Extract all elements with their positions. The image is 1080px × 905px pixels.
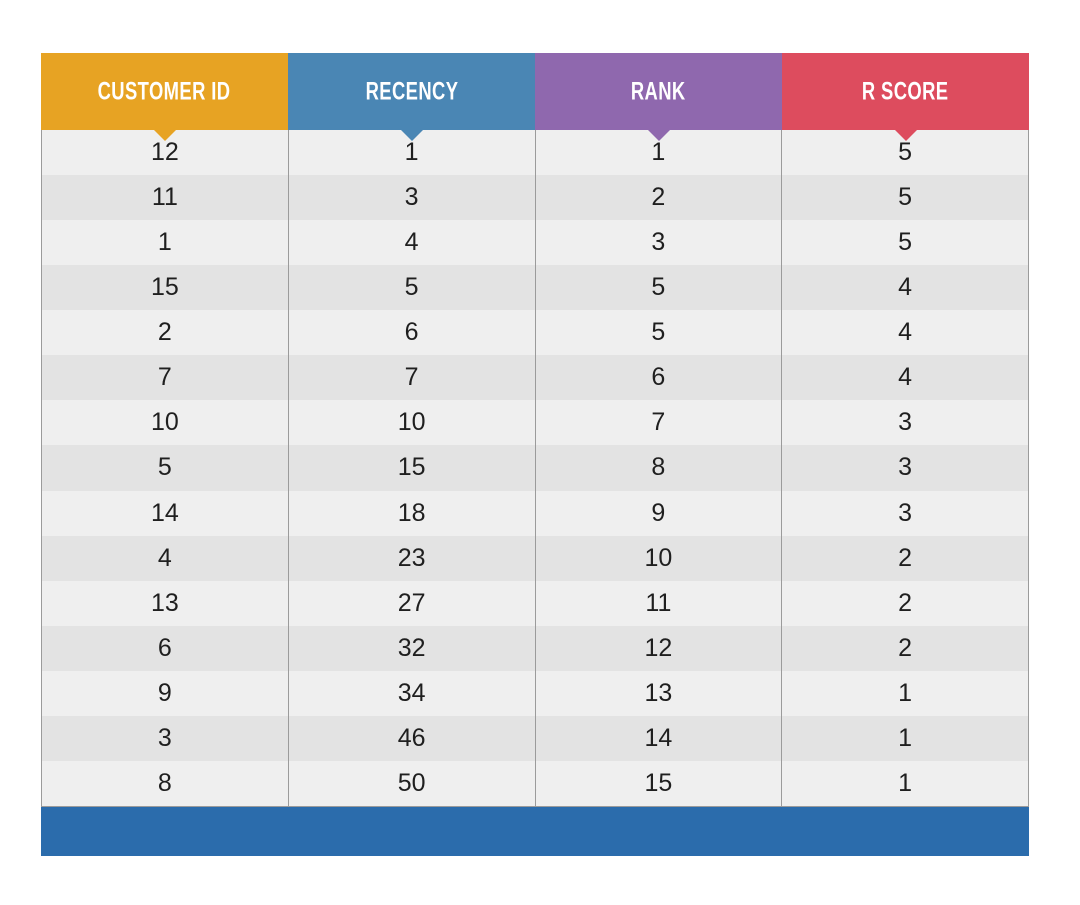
- table-cell: 4: [289, 220, 536, 266]
- table-cell: 9: [42, 670, 289, 716]
- table-cell: 3: [898, 453, 913, 482]
- table-cell: 34: [289, 670, 536, 716]
- table-cell: 23: [289, 535, 536, 581]
- table-footer-bar: [41, 807, 1029, 856]
- table-cell: 9: [536, 490, 783, 536]
- table-cell: 5: [536, 265, 783, 311]
- table-cell: 2: [898, 633, 913, 662]
- table-cell: 5: [289, 265, 536, 311]
- table-cell: 7: [536, 400, 783, 446]
- table-cell: 7: [42, 355, 289, 401]
- table-row: 3 46 14 1: [42, 715, 1028, 761]
- table-row: 15 5 5 4: [42, 265, 1028, 311]
- table-cell: 2: [898, 588, 913, 617]
- recency-score-table: CUSTOMER ID RECENCY RANK R SCORE 12 1 1 5 11…: [41, 53, 1029, 856]
- table-cell: 3: [289, 175, 536, 221]
- table-row: 5 15 8 3: [42, 445, 1028, 491]
- table-cell: 4: [898, 318, 913, 347]
- column-header-label: R SCORE: [862, 76, 949, 105]
- table-cell: 8: [42, 760, 289, 806]
- table-cell: 14: [536, 715, 783, 761]
- table-cell: 2: [42, 310, 289, 356]
- table-cell: 3: [536, 220, 783, 266]
- table-row: 4 23 10 2: [42, 535, 1028, 581]
- table-cell: 1: [898, 678, 913, 707]
- table-cell: 5: [898, 228, 913, 257]
- table-cell: 3: [898, 498, 913, 527]
- table-cell: 13: [42, 580, 289, 626]
- table-cell: 6: [536, 355, 783, 401]
- table-cell: 1: [898, 723, 913, 752]
- table-row: 9 34 13 1: [42, 670, 1028, 716]
- table-cell: 10: [289, 400, 536, 446]
- table-cell: 1: [898, 768, 913, 797]
- table-cell: 11: [42, 175, 289, 221]
- header-pointer-triangle: [400, 130, 423, 141]
- table-cell: 10: [536, 535, 783, 581]
- table-cell: 4: [42, 535, 289, 581]
- column-header-r-score: R SCORE: [782, 53, 1029, 141]
- table-body: 12 1 1 5 11 3 2 5 1 4 3 5 15 5 5 4 2 6 5 4 7 7 6 4 10 10 7 3 5 15 8 3 14…: [41, 130, 1029, 807]
- table-cell: 1: [289, 130, 536, 176]
- table-cell: 15: [289, 445, 536, 491]
- table-row: 13 27 11 2: [42, 580, 1028, 626]
- table-cell: 15: [536, 760, 783, 806]
- column-header-customer-id: CUSTOMER ID: [41, 53, 288, 141]
- table-cell: 4: [898, 273, 913, 302]
- header-pointer-triangle: [153, 130, 176, 141]
- table-cell: 32: [289, 625, 536, 671]
- column-header-recency: RECENCY: [288, 53, 535, 141]
- table-cell: 50: [289, 760, 536, 806]
- header-pointer-triangle: [647, 130, 670, 141]
- table-cell: 3: [42, 715, 289, 761]
- table-cell: 1: [536, 130, 783, 176]
- table-cell: 14: [42, 490, 289, 536]
- table-cell: 6: [42, 625, 289, 671]
- table-cell: 5: [898, 138, 913, 167]
- table-cell: 46: [289, 715, 536, 761]
- table-row: 12 1 1 5: [42, 130, 1028, 176]
- table-cell: 27: [289, 580, 536, 626]
- column-header-rank: RANK: [535, 53, 782, 141]
- table-cell: 7: [289, 355, 536, 401]
- table-cell: 12: [42, 130, 289, 176]
- table-cell: 5: [536, 310, 783, 356]
- table-cell: 15: [42, 265, 289, 311]
- table-cell: 1: [42, 220, 289, 266]
- table-cell: 2: [536, 175, 783, 221]
- table-header-row: CUSTOMER ID RECENCY RANK R SCORE: [41, 53, 1029, 141]
- table-cell: 13: [536, 670, 783, 716]
- table-cell: 5: [898, 183, 913, 212]
- table-row: 8 50 15 1: [42, 760, 1028, 806]
- column-header-label: CUSTOMER ID: [98, 76, 231, 105]
- table-cell: 5: [42, 445, 289, 491]
- column-header-label: RECENCY: [365, 76, 458, 105]
- table-row: 11 3 2 5: [42, 175, 1028, 221]
- table-cell: 3: [898, 408, 913, 437]
- table-cell: 11: [536, 580, 783, 626]
- table-cell: 8: [536, 445, 783, 491]
- table-cell: 6: [289, 310, 536, 356]
- table-cell: 12: [536, 625, 783, 671]
- table-cell: 4: [898, 363, 913, 392]
- table-row: 10 10 7 3: [42, 400, 1028, 446]
- table-row: 6 32 12 2: [42, 625, 1028, 671]
- header-pointer-triangle: [894, 130, 917, 141]
- column-header-label: RANK: [631, 76, 686, 105]
- table-cell: 2: [898, 543, 913, 572]
- table-cell: 10: [42, 400, 289, 446]
- table-row: 14 18 9 3: [42, 490, 1028, 536]
- table-cell: 18: [289, 490, 536, 536]
